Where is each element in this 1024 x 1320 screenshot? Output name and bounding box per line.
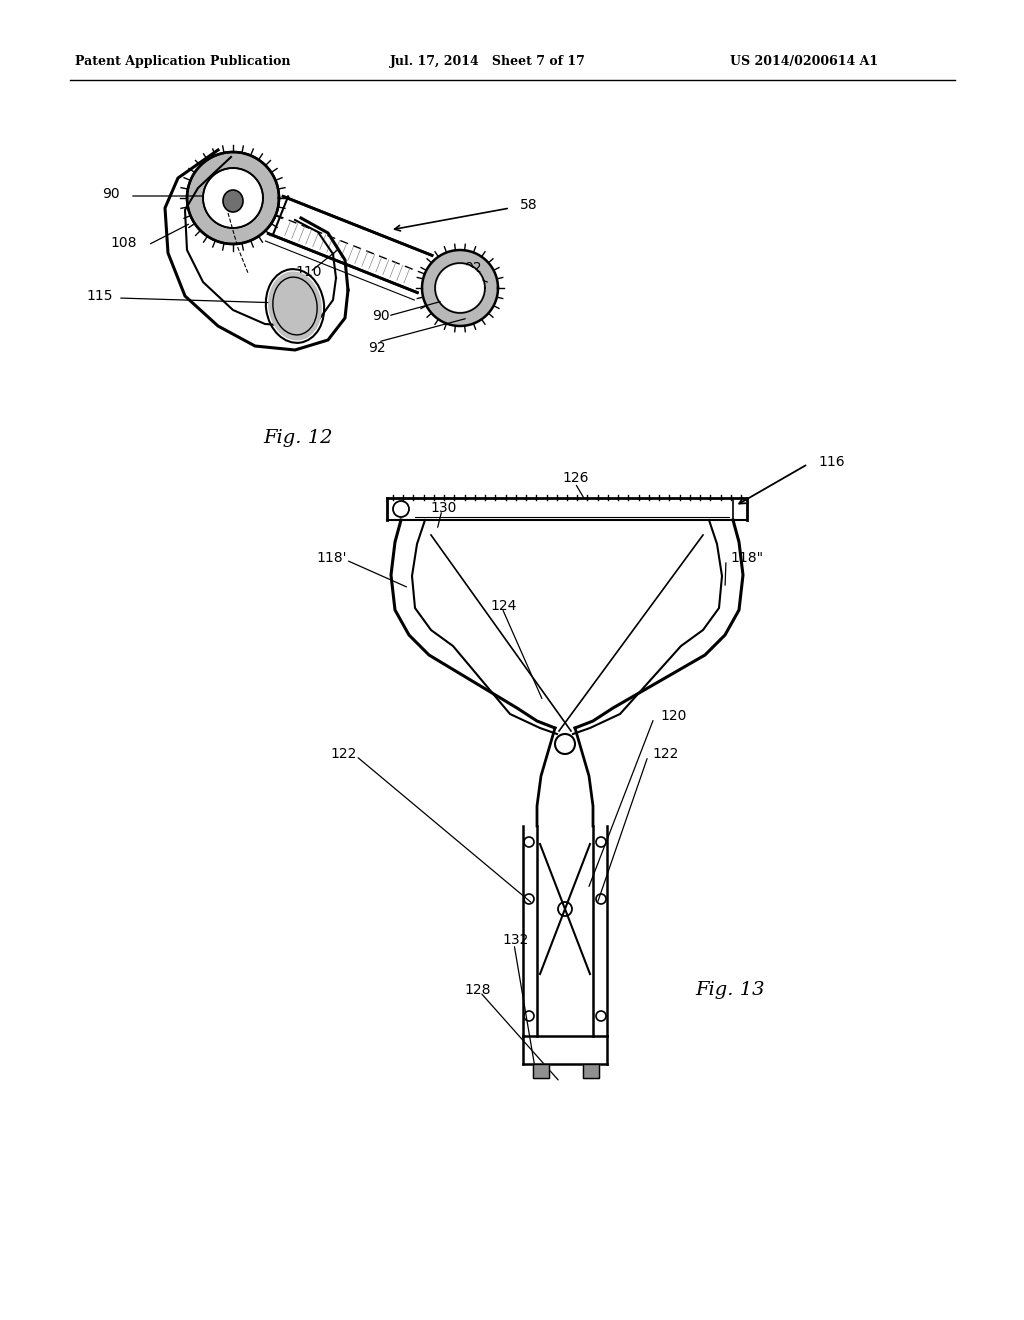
Text: 108: 108 [110,236,136,249]
Text: 124: 124 [490,599,516,612]
Text: 92: 92 [368,341,386,355]
Bar [583,1064,599,1078]
Text: Fig. 13: Fig. 13 [695,981,765,999]
Circle shape [437,265,483,312]
Polygon shape [268,197,432,293]
Text: Patent Application Publication: Patent Application Publication [75,55,291,69]
Text: 115: 115 [86,289,113,304]
Text: 90: 90 [372,309,389,323]
Text: US 2014/0200614 A1: US 2014/0200614 A1 [730,55,879,69]
Text: 90: 90 [102,187,120,201]
Text: Jul. 17, 2014   Sheet 7 of 17: Jul. 17, 2014 Sheet 7 of 17 [390,55,586,69]
Text: 120: 120 [660,709,686,723]
Bar [538,826,592,1036]
Text: 58: 58 [520,198,538,213]
Bar [583,1064,599,1078]
Text: 116: 116 [818,455,845,469]
Text: 132: 132 [502,933,528,946]
Text: 118": 118" [730,550,763,565]
Ellipse shape [224,191,242,211]
Text: Fig. 12: Fig. 12 [263,429,333,447]
Circle shape [203,168,263,228]
Text: 110: 110 [295,265,322,279]
Bar [534,1064,549,1078]
Text: 122: 122 [330,747,356,762]
Ellipse shape [269,272,322,339]
Circle shape [205,170,261,226]
Text: 122: 122 [652,747,678,762]
Text: 92: 92 [464,261,481,275]
Text: 130: 130 [430,502,457,515]
Circle shape [422,249,498,326]
Text: 118': 118' [316,550,346,565]
Text: 126: 126 [562,471,589,484]
Bar [534,1064,549,1078]
Circle shape [187,152,279,244]
Text: 128: 128 [464,983,490,997]
